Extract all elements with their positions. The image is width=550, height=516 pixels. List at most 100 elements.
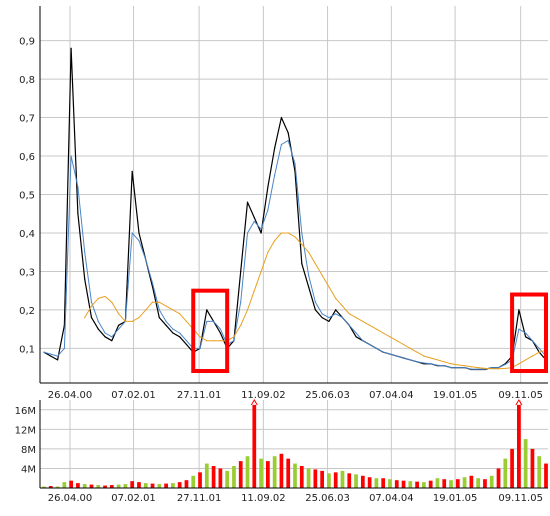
data-point (450, 367, 452, 369)
volume-bar (455, 479, 460, 488)
data-point (90, 301, 93, 303)
price-x-tick-label: 07.04.04 (369, 390, 414, 401)
data-point (450, 363, 452, 365)
data-point (314, 301, 316, 303)
price-x-tick-label: 19.01.05 (433, 390, 478, 401)
data-point (206, 340, 208, 342)
price-x-tick-label: 09.11.05 (498, 390, 543, 401)
price-y-tick-label: 0,6 (19, 152, 35, 163)
volume-bar (238, 461, 243, 488)
data-point (525, 336, 527, 338)
data-point (382, 332, 384, 334)
data-point (362, 320, 364, 323)
data-point (118, 328, 120, 330)
data-point (307, 286, 310, 288)
price-y-tick-label: 0,7 (19, 114, 35, 125)
data-point (335, 309, 337, 311)
data-point (321, 274, 323, 276)
data-point (77, 213, 79, 215)
data-point (145, 309, 147, 311)
data-point (321, 317, 323, 319)
data-point (151, 301, 154, 303)
data-point (84, 251, 86, 253)
volume-bar (279, 453, 284, 488)
data-point (97, 328, 99, 330)
volume-bar (422, 482, 426, 488)
data-point (253, 216, 255, 219)
volume-bar (204, 463, 209, 488)
data-point (280, 143, 283, 146)
price-x-tick-label: 07.02.01 (111, 390, 156, 401)
data-point (307, 274, 310, 276)
volume-bar (252, 404, 257, 488)
volume-bar (401, 480, 406, 488)
data-point (477, 368, 479, 370)
data-point (179, 313, 181, 315)
data-point (301, 243, 303, 246)
data-point (253, 220, 255, 223)
volume-bar (123, 484, 128, 488)
data-point (314, 309, 316, 311)
volume-x-tick-label: 27.11.01 (177, 493, 222, 504)
volume-x-tick-label: 19.01.05 (433, 493, 478, 504)
volume-bar (150, 483, 155, 488)
data-point (56, 359, 59, 361)
volume-bar (354, 474, 358, 488)
data-point (185, 343, 188, 346)
volume-bar (266, 461, 270, 488)
data-point (287, 140, 289, 142)
data-point (165, 305, 167, 307)
data-point (294, 236, 296, 238)
data-point (104, 332, 106, 334)
data-point (63, 324, 65, 326)
volume-bar (157, 484, 162, 488)
volume-bar (469, 475, 474, 488)
volume-x-tick-label: 07.04.04 (369, 493, 414, 504)
data-point (158, 301, 160, 303)
data-point (267, 251, 269, 253)
volume-bar (483, 479, 487, 488)
overflow-arrow (250, 399, 258, 406)
volume-bar (130, 481, 135, 488)
data-point (538, 351, 540, 353)
data-point (491, 367, 493, 369)
data-point (362, 340, 364, 342)
data-point (145, 259, 147, 261)
volume-bar (42, 486, 46, 488)
data-point (70, 155, 72, 157)
data-point (280, 116, 283, 119)
data-point (443, 365, 445, 367)
data-point (348, 313, 350, 315)
data-point (470, 366, 472, 368)
price-y-tick-label: 0,4 (19, 229, 35, 240)
data-point (436, 359, 439, 361)
price-y-tick-label: 0,2 (19, 306, 35, 317)
data-point (124, 320, 127, 323)
data-point (138, 232, 140, 234)
volume-x-tick-label: 11.09.02 (241, 493, 286, 504)
volume-bar (449, 480, 453, 488)
data-point (328, 286, 330, 288)
volume-bar (415, 481, 419, 488)
data-point (233, 340, 235, 342)
data-point (328, 320, 330, 323)
volume-bar (55, 486, 60, 488)
data-point (518, 363, 520, 365)
data-point (240, 324, 242, 326)
volume-bar (116, 484, 121, 488)
data-point (267, 186, 269, 188)
data-point (260, 232, 262, 234)
data-point (165, 324, 167, 326)
data-point (111, 340, 113, 342)
data-point (274, 174, 276, 176)
volume-bar (225, 470, 230, 488)
data-point (457, 364, 459, 366)
volume-bar (367, 477, 372, 488)
data-point (56, 355, 59, 357)
data-point (63, 347, 65, 349)
volume-bar (171, 483, 175, 488)
data-point (104, 295, 106, 298)
volume-bar (428, 480, 433, 488)
data-point (260, 228, 262, 230)
volume-x-tick-label: 09.11.05 (498, 493, 543, 504)
